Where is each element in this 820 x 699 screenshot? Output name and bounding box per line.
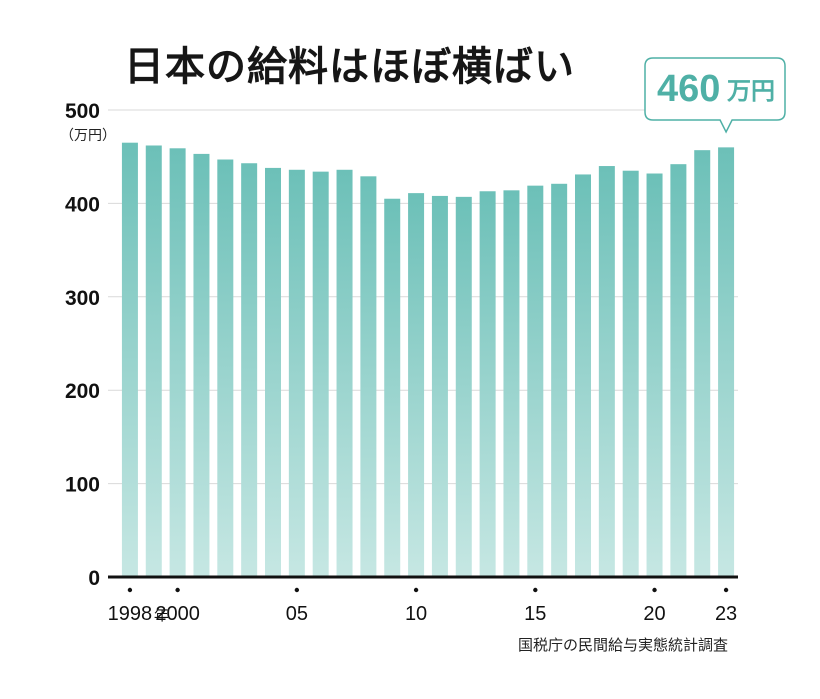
axes <box>108 575 738 593</box>
x-tick-label-2000: 2000 <box>155 603 200 625</box>
bar-2019 <box>622 170 639 577</box>
bar-2022 <box>694 150 711 578</box>
bar-2009 <box>384 198 401 578</box>
x-tick-mark-1998 <box>127 587 133 593</box>
y-tick-label-500: 500 <box>65 100 100 123</box>
x-tick-label-10: 10 <box>405 603 427 625</box>
y-tick-label-400: 400 <box>65 193 100 216</box>
bar-2004 <box>265 167 281 577</box>
callout-box <box>644 57 786 134</box>
bar-2017 <box>575 174 591 578</box>
x-tick-mark-20 <box>652 587 657 593</box>
x-tick-label-23: 23 <box>715 603 737 625</box>
bar-2020 <box>646 173 663 577</box>
bar-2003 <box>241 163 258 577</box>
x-tick-mark-2000 <box>175 587 180 593</box>
bars <box>121 142 735 578</box>
y-tick-label-0: 0 <box>88 567 100 590</box>
x-tick-mark-05 <box>294 587 300 593</box>
bar-2011 <box>431 195 448 578</box>
bar-2000 <box>169 148 186 577</box>
x-tick-mark-10 <box>413 587 419 593</box>
bar-2012 <box>455 196 472 577</box>
bar-2018 <box>598 166 615 578</box>
x-tick-suffix: 年 <box>154 607 169 624</box>
bar-2023 <box>718 147 735 578</box>
bar-1998 <box>121 142 138 577</box>
bar-2002 <box>217 159 234 577</box>
callout-value: 460 <box>657 68 720 110</box>
bar-2013 <box>479 191 496 577</box>
bar-2014 <box>503 190 520 577</box>
y-tick-label-200: 200 <box>65 380 100 403</box>
x-tick-label-05: 05 <box>286 603 308 625</box>
bar-2021 <box>670 164 687 577</box>
bar-2001 <box>193 153 210 577</box>
y-tick-label-100: 100 <box>65 474 100 497</box>
bar-2006 <box>312 171 329 578</box>
bar-2008 <box>360 176 377 577</box>
bar-2016 <box>551 183 568 577</box>
x-tick-label-1998: 1998 <box>108 603 153 625</box>
x-tick-mark-15 <box>533 587 538 593</box>
x-tick-mark-23 <box>723 587 729 593</box>
x-tick-label-15: 15 <box>524 603 546 625</box>
bar-2007 <box>336 169 353 577</box>
bar-2005 <box>288 169 305 577</box>
x-tick-label-20: 20 <box>643 603 665 625</box>
y-axis-unit-label: （万円） <box>60 128 116 144</box>
value-callout: 460 万円 <box>644 57 786 134</box>
y-tick-label-300: 300 <box>65 287 100 310</box>
bar-2010 <box>408 193 425 577</box>
source-note: 国税庁の民間給与実態統計調査 <box>517 636 728 654</box>
bar-1999 <box>145 145 162 577</box>
bar-2015 <box>527 185 544 578</box>
callout-unit: 万円 <box>727 78 775 105</box>
chart-title: 日本の給料はほぼ横ばい <box>124 44 575 90</box>
